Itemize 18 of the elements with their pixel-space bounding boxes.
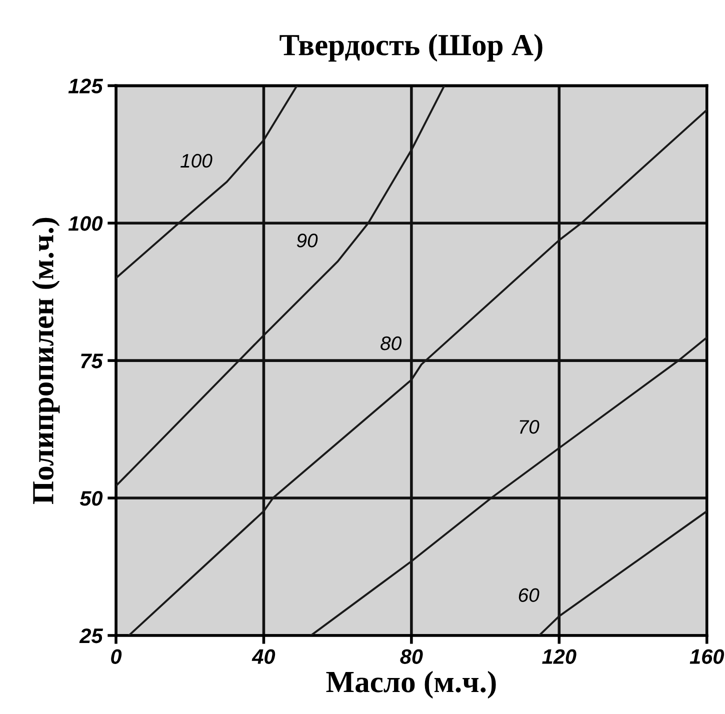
series-label: 70 bbox=[520, 420, 540, 434]
x-tick-label: 120 bbox=[542, 649, 576, 664]
y-tick-label: 50 bbox=[80, 491, 103, 506]
y-axis-title: Полипропилен (м.ч.) bbox=[32, 218, 60, 504]
series-label: 80 bbox=[380, 336, 402, 350]
series-label: 100 bbox=[180, 154, 212, 168]
x-axis-title: Масло (м.ч.) bbox=[326, 670, 496, 699]
x-tick-label: 80 bbox=[400, 649, 423, 664]
y-tick-label: 125 bbox=[68, 78, 104, 94]
y-tick-label: 25 bbox=[79, 628, 104, 644]
y-tick-label: 100 bbox=[68, 216, 103, 231]
y-tick-label: 75 bbox=[81, 354, 104, 368]
chart-title: Твердость (Шор А) bbox=[280, 34, 542, 62]
series-label: 60 bbox=[518, 588, 540, 602]
series-label: 90 bbox=[296, 234, 318, 248]
x-tick-label: 0 bbox=[111, 649, 122, 664]
x-tick-label: 40 bbox=[252, 649, 276, 664]
x-tick-label: 160 bbox=[690, 649, 724, 664]
